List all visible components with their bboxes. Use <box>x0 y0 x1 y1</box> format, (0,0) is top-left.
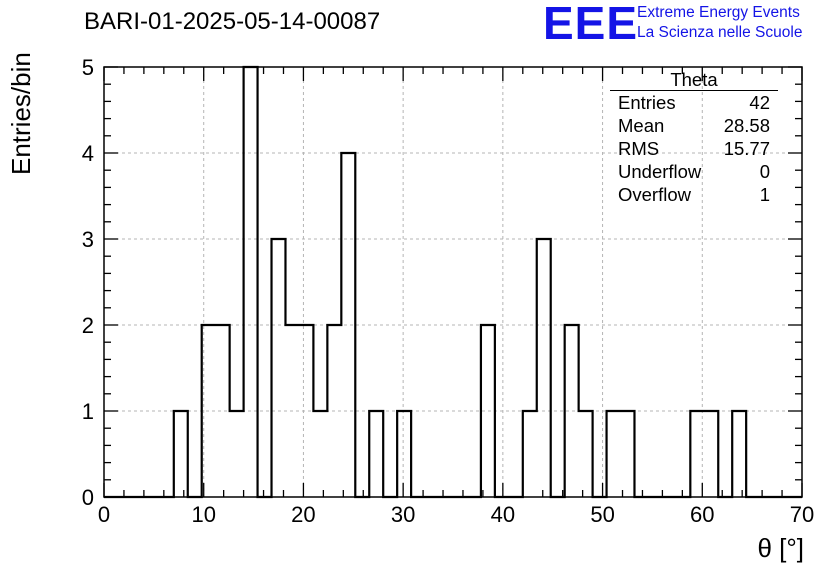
chart-title: BARI-01-2025-05-14-00087 <box>84 8 381 35</box>
y-tick-label: 2 <box>82 313 94 338</box>
y-tick-label: 0 <box>82 485 94 510</box>
x-tick-label: 70 <box>790 502 814 527</box>
stats-label: Mean <box>618 115 665 136</box>
stats-value: 42 <box>749 92 770 113</box>
y-tick-label: 3 <box>82 227 94 252</box>
x-tick-label: 20 <box>291 502 315 527</box>
logo-caption-line2: La Scienza nelle Scuole <box>637 24 803 41</box>
plot-frame <box>103 66 803 498</box>
eee-logo: EEE <box>543 0 639 49</box>
stats-value: 28.58 <box>723 115 770 136</box>
x-tick-label: 30 <box>391 502 415 527</box>
x-tick-label: 50 <box>590 502 614 527</box>
x-axis-label: θ [°] <box>757 533 804 563</box>
x-tick-label: 0 <box>98 502 110 527</box>
stats-row-underflow: Underflow 0 <box>610 160 778 183</box>
stats-value: 15.77 <box>723 138 770 159</box>
y-tick-label: 5 <box>82 55 94 80</box>
y-tick-label: 4 <box>82 141 94 166</box>
stats-row-entries: Entries 42 <box>610 91 778 114</box>
stats-row-overflow: Overflow 1 <box>610 183 778 206</box>
logo-caption: Extreme Energy Events La Scienza nelle S… <box>637 3 802 43</box>
stats-box: Theta Entries 42 Mean 28.58 RMS 15.77 Un… <box>610 70 778 206</box>
x-tick-label: 40 <box>491 502 515 527</box>
stats-label: Entries <box>618 92 676 113</box>
stats-label: Overflow <box>618 184 691 205</box>
x-tick-label: 10 <box>191 502 215 527</box>
y-tick-label: 1 <box>82 399 94 424</box>
y-axis-label: Entries/bin <box>6 52 36 175</box>
x-tick-label: 60 <box>690 502 714 527</box>
logo-caption-line1: Extreme Energy Events <box>637 4 800 21</box>
stats-value: 0 <box>759 161 770 182</box>
stats-label: Underflow <box>618 161 702 182</box>
stats-value: 1 <box>759 184 770 205</box>
stats-row-rms: RMS 15.77 <box>610 137 778 160</box>
stats-row-mean: Mean 28.58 <box>610 114 778 137</box>
stats-title: Theta <box>610 70 778 91</box>
stats-label: RMS <box>618 138 660 159</box>
